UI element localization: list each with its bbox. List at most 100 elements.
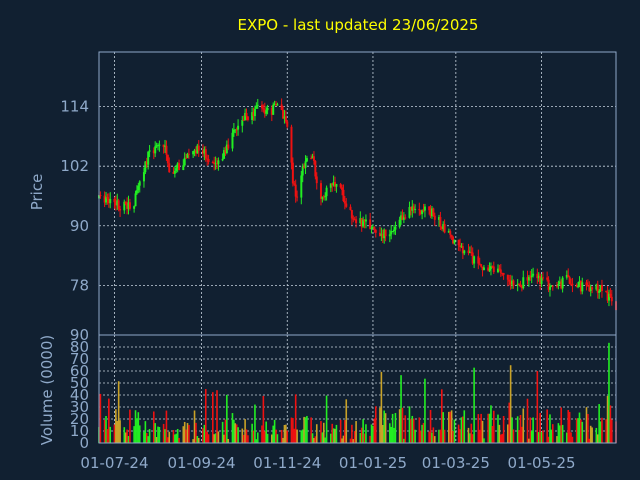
volume-bar xyxy=(116,420,119,443)
volume-bar xyxy=(207,434,210,443)
candle-body xyxy=(550,285,553,287)
candle-body xyxy=(183,157,186,166)
volume-bar xyxy=(414,429,416,443)
candle-body xyxy=(242,119,245,121)
date-tick-label: 01-03-25 xyxy=(422,454,490,472)
candle-body xyxy=(555,285,558,287)
candle-body xyxy=(272,104,275,115)
volume-bar xyxy=(195,422,197,443)
candle-body xyxy=(511,280,514,285)
candle-body xyxy=(402,217,405,220)
volume-bar xyxy=(537,432,540,443)
volume-bar xyxy=(311,433,314,443)
volume-bar xyxy=(188,424,190,443)
candle-body xyxy=(520,287,523,289)
volume-bar xyxy=(404,415,407,443)
candle-body xyxy=(119,208,122,211)
candle-body xyxy=(197,145,200,151)
volume-bar xyxy=(285,424,287,443)
volume-bar xyxy=(332,428,335,443)
candle-body xyxy=(579,281,582,292)
volume-bar xyxy=(176,428,179,443)
volume-bar xyxy=(137,412,140,443)
candle-body xyxy=(168,163,171,173)
candle-body xyxy=(221,158,224,161)
candle-body xyxy=(135,190,138,194)
candle-body xyxy=(532,273,535,276)
volume-bar xyxy=(453,419,456,443)
volume-tick-label: 70 xyxy=(70,350,89,368)
volume-bar xyxy=(315,424,318,443)
volume-bar xyxy=(467,427,470,443)
volume-bar xyxy=(115,409,117,443)
candle-body xyxy=(401,215,404,220)
volume-bar xyxy=(168,431,171,443)
volume-bar xyxy=(322,422,325,443)
volume-bar xyxy=(393,427,395,443)
candle-body xyxy=(319,183,322,199)
volume-bar xyxy=(480,413,482,443)
candle-body xyxy=(300,175,303,198)
volume-bar xyxy=(164,429,166,443)
candle-body xyxy=(558,281,561,285)
volume-bar xyxy=(608,342,610,443)
candle-body xyxy=(595,284,598,290)
volume-bar xyxy=(334,428,336,443)
candle-body xyxy=(480,264,483,267)
candle-body xyxy=(439,217,442,227)
volume-bar xyxy=(459,429,461,443)
volume-bar xyxy=(499,434,502,443)
volume-bar xyxy=(487,413,489,443)
volume-bar xyxy=(374,406,377,443)
candle-body xyxy=(266,107,269,111)
volume-bar xyxy=(313,438,315,443)
volume-bar xyxy=(133,426,135,443)
volume-bar xyxy=(502,415,505,443)
volume-tick-label: 80 xyxy=(70,338,89,356)
volume-bar xyxy=(134,410,137,443)
candle-body xyxy=(345,203,348,207)
candle-body xyxy=(527,276,530,281)
volume-bar xyxy=(172,430,175,443)
volume-bar xyxy=(344,420,346,443)
candle-body xyxy=(453,239,456,244)
candle-body xyxy=(207,158,210,162)
candle-body xyxy=(117,200,120,209)
candle-body xyxy=(404,217,407,219)
candle-body xyxy=(166,154,169,164)
candle-body xyxy=(216,163,219,165)
volume-bar xyxy=(457,424,460,443)
candle-body xyxy=(522,277,525,289)
volume-bar xyxy=(440,389,443,443)
volume-bar xyxy=(103,419,106,443)
volume-axis-label: Volume (0000) xyxy=(38,335,56,445)
candle-body xyxy=(244,112,247,121)
candle-body xyxy=(561,277,564,289)
volume-bar xyxy=(352,439,355,443)
candle-body xyxy=(293,183,296,185)
candle-body xyxy=(586,285,589,287)
volume-bar xyxy=(303,416,305,443)
volume-bar xyxy=(178,437,180,443)
volume-tick-label: 30 xyxy=(70,398,89,416)
volume-bar xyxy=(526,398,529,443)
volume-bar xyxy=(481,420,484,443)
volume-bar xyxy=(234,423,237,443)
candle-body xyxy=(516,284,519,286)
volume-tick-label: 20 xyxy=(70,410,89,428)
candle-body xyxy=(488,268,491,271)
candle-body xyxy=(185,157,188,159)
volume-bar xyxy=(221,421,224,443)
volume-panel-frame xyxy=(98,334,617,444)
volume-bar xyxy=(117,381,120,443)
volume-bar xyxy=(450,410,453,443)
volume-bar xyxy=(549,414,551,443)
candle-body xyxy=(568,277,571,284)
volume-bar xyxy=(127,436,130,443)
candle-body xyxy=(157,145,160,147)
candle-body xyxy=(571,283,574,286)
volume-bar xyxy=(271,434,273,443)
candle-body xyxy=(224,150,227,154)
candle-body xyxy=(335,184,338,187)
date-tick-labels: 01-07-24 01-09-24 01-11-24 01-01-25 01-03-25… xyxy=(80,454,575,472)
